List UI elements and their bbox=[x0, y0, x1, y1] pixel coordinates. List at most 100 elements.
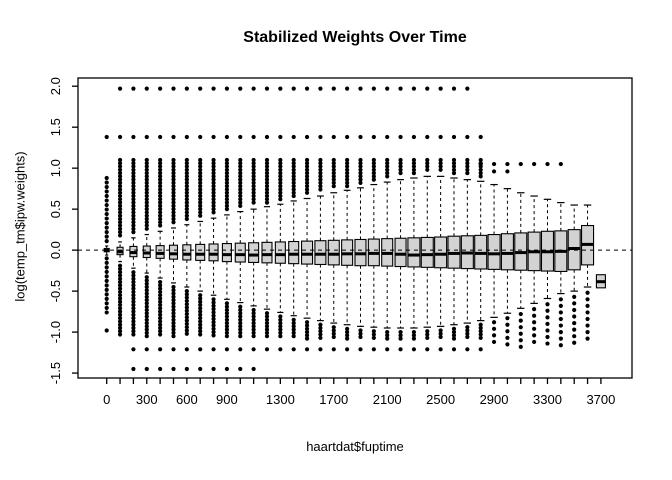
outlier-dot bbox=[144, 314, 149, 319]
outlier-dot bbox=[184, 193, 189, 199]
outlier-dot bbox=[211, 86, 216, 91]
outlier-dot bbox=[131, 167, 136, 172]
outlier-dot bbox=[465, 157, 470, 163]
outlier-dot bbox=[117, 164, 123, 169]
outlier-dot bbox=[131, 347, 136, 352]
outlier-dot bbox=[291, 324, 296, 329]
outlier-dot bbox=[385, 333, 390, 338]
outlier-dot bbox=[131, 226, 136, 231]
outlier-dot bbox=[171, 190, 176, 195]
outlier-dot bbox=[158, 306, 163, 311]
outlier-dot bbox=[358, 347, 363, 352]
outlier-dot bbox=[318, 167, 323, 172]
outlier-dot bbox=[331, 180, 336, 186]
outlier-dot bbox=[211, 170, 216, 176]
outlier-dot bbox=[318, 322, 323, 327]
outlier-dot bbox=[224, 86, 230, 91]
outlier-dot bbox=[198, 347, 203, 352]
outlier-dot bbox=[184, 170, 189, 176]
outlier-dot bbox=[198, 134, 203, 140]
outlier-dot bbox=[171, 301, 176, 306]
outlier-dot bbox=[144, 207, 149, 212]
outlier-dot bbox=[278, 330, 283, 336]
outlier-dot bbox=[158, 177, 163, 182]
x-tick-label: 600 bbox=[176, 392, 198, 407]
outlier-dot bbox=[131, 86, 136, 91]
outlier-dot bbox=[131, 170, 136, 176]
outlier-dot bbox=[438, 331, 443, 336]
outlier-dot bbox=[158, 197, 163, 202]
outlier-dot bbox=[211, 326, 216, 331]
outlier-dot bbox=[304, 336, 310, 341]
outlier-dot bbox=[238, 327, 243, 332]
outlier-dot bbox=[144, 203, 149, 208]
outlier-dot bbox=[251, 324, 256, 329]
outlier-dot bbox=[385, 134, 390, 140]
outlier-dot bbox=[144, 134, 149, 140]
outlier-dot bbox=[117, 276, 123, 281]
outlier-dot bbox=[224, 366, 230, 372]
outlier-dot bbox=[211, 200, 216, 205]
outlier-dot bbox=[505, 322, 510, 327]
outlier-dot bbox=[545, 161, 550, 167]
outlier-dot bbox=[198, 180, 203, 186]
outlier-dot bbox=[358, 170, 363, 176]
outlier-dot bbox=[264, 170, 270, 176]
outlier-dot bbox=[117, 184, 123, 189]
outlier-dot bbox=[104, 184, 109, 190]
outlier-dot bbox=[211, 157, 216, 163]
outlier-dot bbox=[171, 220, 176, 225]
outlier-dot bbox=[184, 187, 189, 192]
outlier-dot bbox=[198, 184, 203, 189]
outlier-dot bbox=[304, 157, 310, 163]
outlier-dot bbox=[398, 170, 403, 176]
outlier-dot bbox=[345, 174, 350, 179]
outlier-dot bbox=[278, 314, 283, 319]
box bbox=[500, 233, 514, 271]
outlier-dot bbox=[291, 180, 296, 186]
outlier-dot bbox=[331, 167, 336, 172]
outlier-dot bbox=[117, 197, 123, 202]
outlier-dot bbox=[131, 229, 136, 235]
outlier-dot bbox=[198, 164, 203, 169]
outlier-dot bbox=[278, 177, 283, 182]
outlier-dot bbox=[318, 180, 323, 186]
outlier-dot bbox=[158, 293, 163, 298]
outlier-dot bbox=[238, 170, 243, 176]
outlier-dot bbox=[291, 334, 296, 339]
outlier-dot bbox=[278, 161, 283, 166]
outlier-dot bbox=[304, 320, 310, 325]
outlier-dot bbox=[465, 86, 470, 91]
outlier-dot bbox=[184, 311, 189, 317]
outlier-dot bbox=[304, 323, 310, 328]
outlier-dot bbox=[158, 220, 163, 225]
outlier-dot bbox=[224, 170, 230, 176]
outlier-dot bbox=[532, 313, 537, 318]
outlier-dot bbox=[117, 177, 123, 182]
outlier-dot bbox=[184, 292, 189, 297]
outlier-dot bbox=[278, 327, 283, 332]
outlier-dot bbox=[358, 334, 363, 340]
outlier-dot bbox=[371, 170, 376, 176]
box bbox=[394, 237, 407, 268]
outlier-dot bbox=[211, 164, 216, 169]
outlier-dot bbox=[278, 317, 283, 322]
outlier-dot bbox=[398, 86, 403, 91]
outlier-dot bbox=[371, 134, 376, 140]
outlier-dot bbox=[144, 294, 149, 299]
outlier-dot bbox=[198, 157, 203, 163]
outlier-dot bbox=[291, 193, 296, 199]
outlier-dot bbox=[318, 187, 323, 192]
outlier-dot bbox=[117, 193, 123, 199]
outlier-dot bbox=[104, 229, 109, 235]
outlier-dot bbox=[318, 347, 323, 352]
outlier-dot bbox=[104, 207, 109, 212]
outlier-dot bbox=[278, 324, 283, 329]
outlier-dot bbox=[184, 86, 189, 91]
outlier-dot bbox=[144, 288, 149, 293]
outlier-dot bbox=[345, 164, 350, 169]
outlier-dot bbox=[117, 289, 123, 295]
outlier-dot bbox=[465, 170, 470, 176]
outlier-dot bbox=[304, 333, 310, 338]
